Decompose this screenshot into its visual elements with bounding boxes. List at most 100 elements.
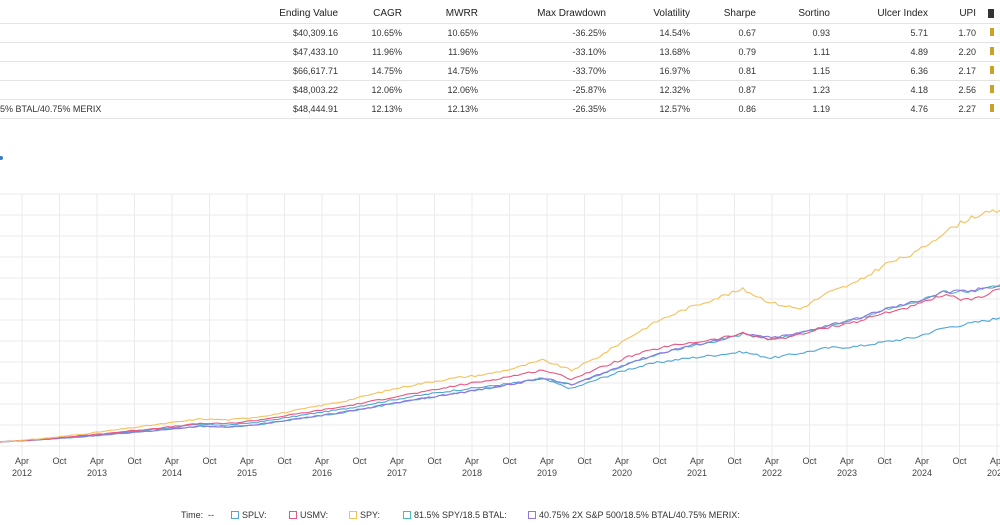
header-ending-value[interactable]: Ending Value	[279, 8, 338, 19]
x-year-label: 2020	[612, 468, 632, 478]
header-sortino[interactable]: Sortino	[798, 8, 830, 19]
table-cell: -26.35%	[484, 99, 612, 119]
series-line-3	[0, 285, 1000, 443]
x-year-label: 2019	[537, 468, 557, 478]
row-portfolio-name	[0, 42, 232, 62]
row-portfolio-name: 5% BTAL/40.75% MERIX	[0, 99, 232, 119]
series-line-1	[0, 288, 1000, 443]
header-volatility[interactable]: Volatility	[653, 8, 690, 19]
table-cell: 0.87	[696, 80, 762, 100]
header-name	[0, 4, 232, 24]
table-cell: $48,444.91	[232, 99, 344, 119]
x-tick-label: Apr	[315, 456, 329, 466]
table-cell: 12.06%	[408, 80, 484, 100]
chart-x-axis: Apr Oct Apr Oct Apr Oct Apr Oct Apr Oct Apr Oct Apr O…	[0, 156, 1000, 478]
header-ulcer-index[interactable]: Ulcer Index	[877, 8, 928, 19]
x-tick-label: Oct	[952, 456, 967, 466]
table-row: $47,433.10 11.96% 11.96% -33.10% 13.68% 0.79 1…	[0, 42, 1000, 62]
axis-marker	[0, 156, 3, 160]
table-cell: 12.06%	[344, 80, 408, 100]
legend-swatch	[528, 511, 536, 519]
x-tick-label: Apr	[540, 456, 554, 466]
statistics-table: Ending Value CAGR MWRR Max Drawdown Vola…	[0, 4, 1000, 119]
x-tick-label: Apr	[615, 456, 629, 466]
header-max-drawdown[interactable]: Max Drawdown	[537, 8, 606, 19]
table-cell: -33.70%	[484, 61, 612, 81]
table-cell: 1.19	[762, 99, 836, 119]
x-tick-label: Apr	[465, 456, 479, 466]
legend-time-value: --	[208, 510, 214, 520]
growth-chart: Apr Oct Apr Oct Apr Oct Apr Oct Apr Oct Apr Oct Apr O…	[0, 156, 1000, 478]
x-year-label: 2018	[462, 468, 482, 478]
header-cagr[interactable]: CAGR	[373, 8, 402, 19]
table-cell-extra	[982, 23, 1000, 43]
legend-item[interactable]: USMV:	[289, 510, 328, 520]
x-tick-label: Oct	[877, 456, 892, 466]
table-cell: 13.68%	[612, 42, 696, 62]
legend-item[interactable]: SPY:	[349, 510, 380, 520]
table-cell: 14.75%	[344, 61, 408, 81]
table-cell: 1.23	[762, 80, 836, 100]
legend-item[interactable]: SPLV:	[231, 510, 267, 520]
table-cell: 11.96%	[408, 42, 484, 62]
chart-grid	[0, 193, 1000, 468]
table-cell: 4.18	[836, 80, 934, 100]
table-cell: 2.56	[934, 80, 982, 100]
table-cell: 2.20	[934, 42, 982, 62]
table-row: $40,309.16 10.65% 10.65% -36.25% 14.54% 0.67 0…	[0, 23, 1000, 43]
x-year-label: 2024	[912, 468, 932, 478]
table-cell: -25.87%	[484, 80, 612, 100]
table-cell: 0.86	[696, 99, 762, 119]
header-upi[interactable]: UPI	[959, 8, 976, 19]
table-cell: 14.75%	[408, 61, 484, 81]
legend-swatch	[289, 511, 297, 519]
x-year-label: 2022	[762, 468, 782, 478]
table-cell: 12.13%	[408, 99, 484, 119]
x-year-label: 2021	[687, 468, 707, 478]
table-row: $48,003.22 12.06% 12.06% -25.87% 12.32% 0.87 1…	[0, 80, 1000, 100]
table-cell: 2.27	[934, 99, 982, 119]
x-tick-label: Apr	[240, 456, 254, 466]
table-cell: 2.17	[934, 61, 982, 81]
series-line-2	[0, 209, 1000, 443]
x-year-label: 2023	[837, 468, 857, 478]
table-row: 5% BTAL/40.75% MERIX $48,444.91 12.13% 12.1…	[0, 99, 1000, 119]
table-cell: 4.89	[836, 42, 934, 62]
table-cell: 16.97%	[612, 61, 696, 81]
x-tick-label: Apr	[15, 456, 29, 466]
table-cell: 6.36	[836, 61, 934, 81]
x-tick-label: Oct	[127, 456, 142, 466]
table-cell: 0.67	[696, 23, 762, 43]
x-tick-label: Oct	[502, 456, 517, 466]
legend-item[interactable]: 81.5% SPY/18.5 BTAL:	[403, 510, 507, 520]
series-line-0	[0, 317, 1000, 443]
header-mwrr[interactable]: MWRR	[445, 8, 478, 19]
x-tick-label: Apr	[690, 456, 704, 466]
header-extra	[982, 4, 1000, 24]
x-year-label: 2014	[162, 468, 182, 478]
x-tick-label: Oct	[52, 456, 67, 466]
x-tick-label: Oct	[277, 456, 292, 466]
table-cell: 1.70	[934, 23, 982, 43]
table-cell: 10.65%	[344, 23, 408, 43]
row-portfolio-name	[0, 80, 232, 100]
table-cell: 12.13%	[344, 99, 408, 119]
x-year-label: 2015	[237, 468, 257, 478]
table-cell: 12.57%	[612, 99, 696, 119]
table-cell: 11.96%	[344, 42, 408, 62]
legend-swatch	[403, 511, 411, 519]
x-tick-label: Oct	[352, 456, 367, 466]
legend-item[interactable]: 40.75% 2X S&P 500/18.5% BTAL/40.75% MERI…	[528, 510, 740, 520]
table-cell: $48,003.22	[232, 80, 344, 100]
x-tick-label: Apr	[165, 456, 179, 466]
table-cell-extra	[982, 61, 1000, 81]
table-cell: 1.11	[762, 42, 836, 62]
table-header-row: Ending Value CAGR MWRR Max Drawdown Vola…	[0, 4, 1000, 24]
header-sharpe[interactable]: Sharpe	[723, 8, 756, 19]
series-line-4	[0, 284, 1000, 443]
table-row: $66,617.71 14.75% 14.75% -33.70% 16.97% 0.81 1…	[0, 61, 1000, 81]
x-tick-label: Oct	[577, 456, 592, 466]
x-year-label: 2013	[87, 468, 107, 478]
row-portfolio-name	[0, 23, 232, 43]
x-tick-label: Oct	[427, 456, 442, 466]
